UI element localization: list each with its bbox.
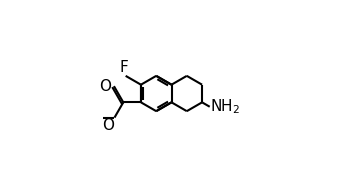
Text: NH$_2$: NH$_2$ [210, 97, 241, 116]
Text: O: O [99, 79, 111, 94]
Text: O: O [102, 118, 114, 133]
Text: F: F [120, 60, 129, 75]
